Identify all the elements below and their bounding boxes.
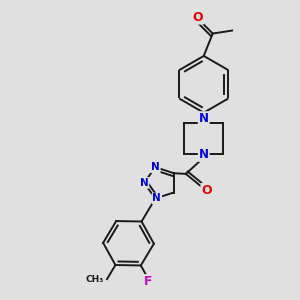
- Text: N: N: [152, 194, 161, 203]
- Text: O: O: [193, 11, 203, 24]
- Text: CH₃: CH₃: [86, 274, 104, 284]
- Text: N: N: [199, 112, 209, 125]
- Text: O: O: [201, 184, 212, 197]
- Text: N: N: [199, 148, 209, 161]
- Text: N: N: [140, 178, 148, 188]
- Text: F: F: [144, 275, 152, 288]
- Text: N: N: [151, 162, 160, 172]
